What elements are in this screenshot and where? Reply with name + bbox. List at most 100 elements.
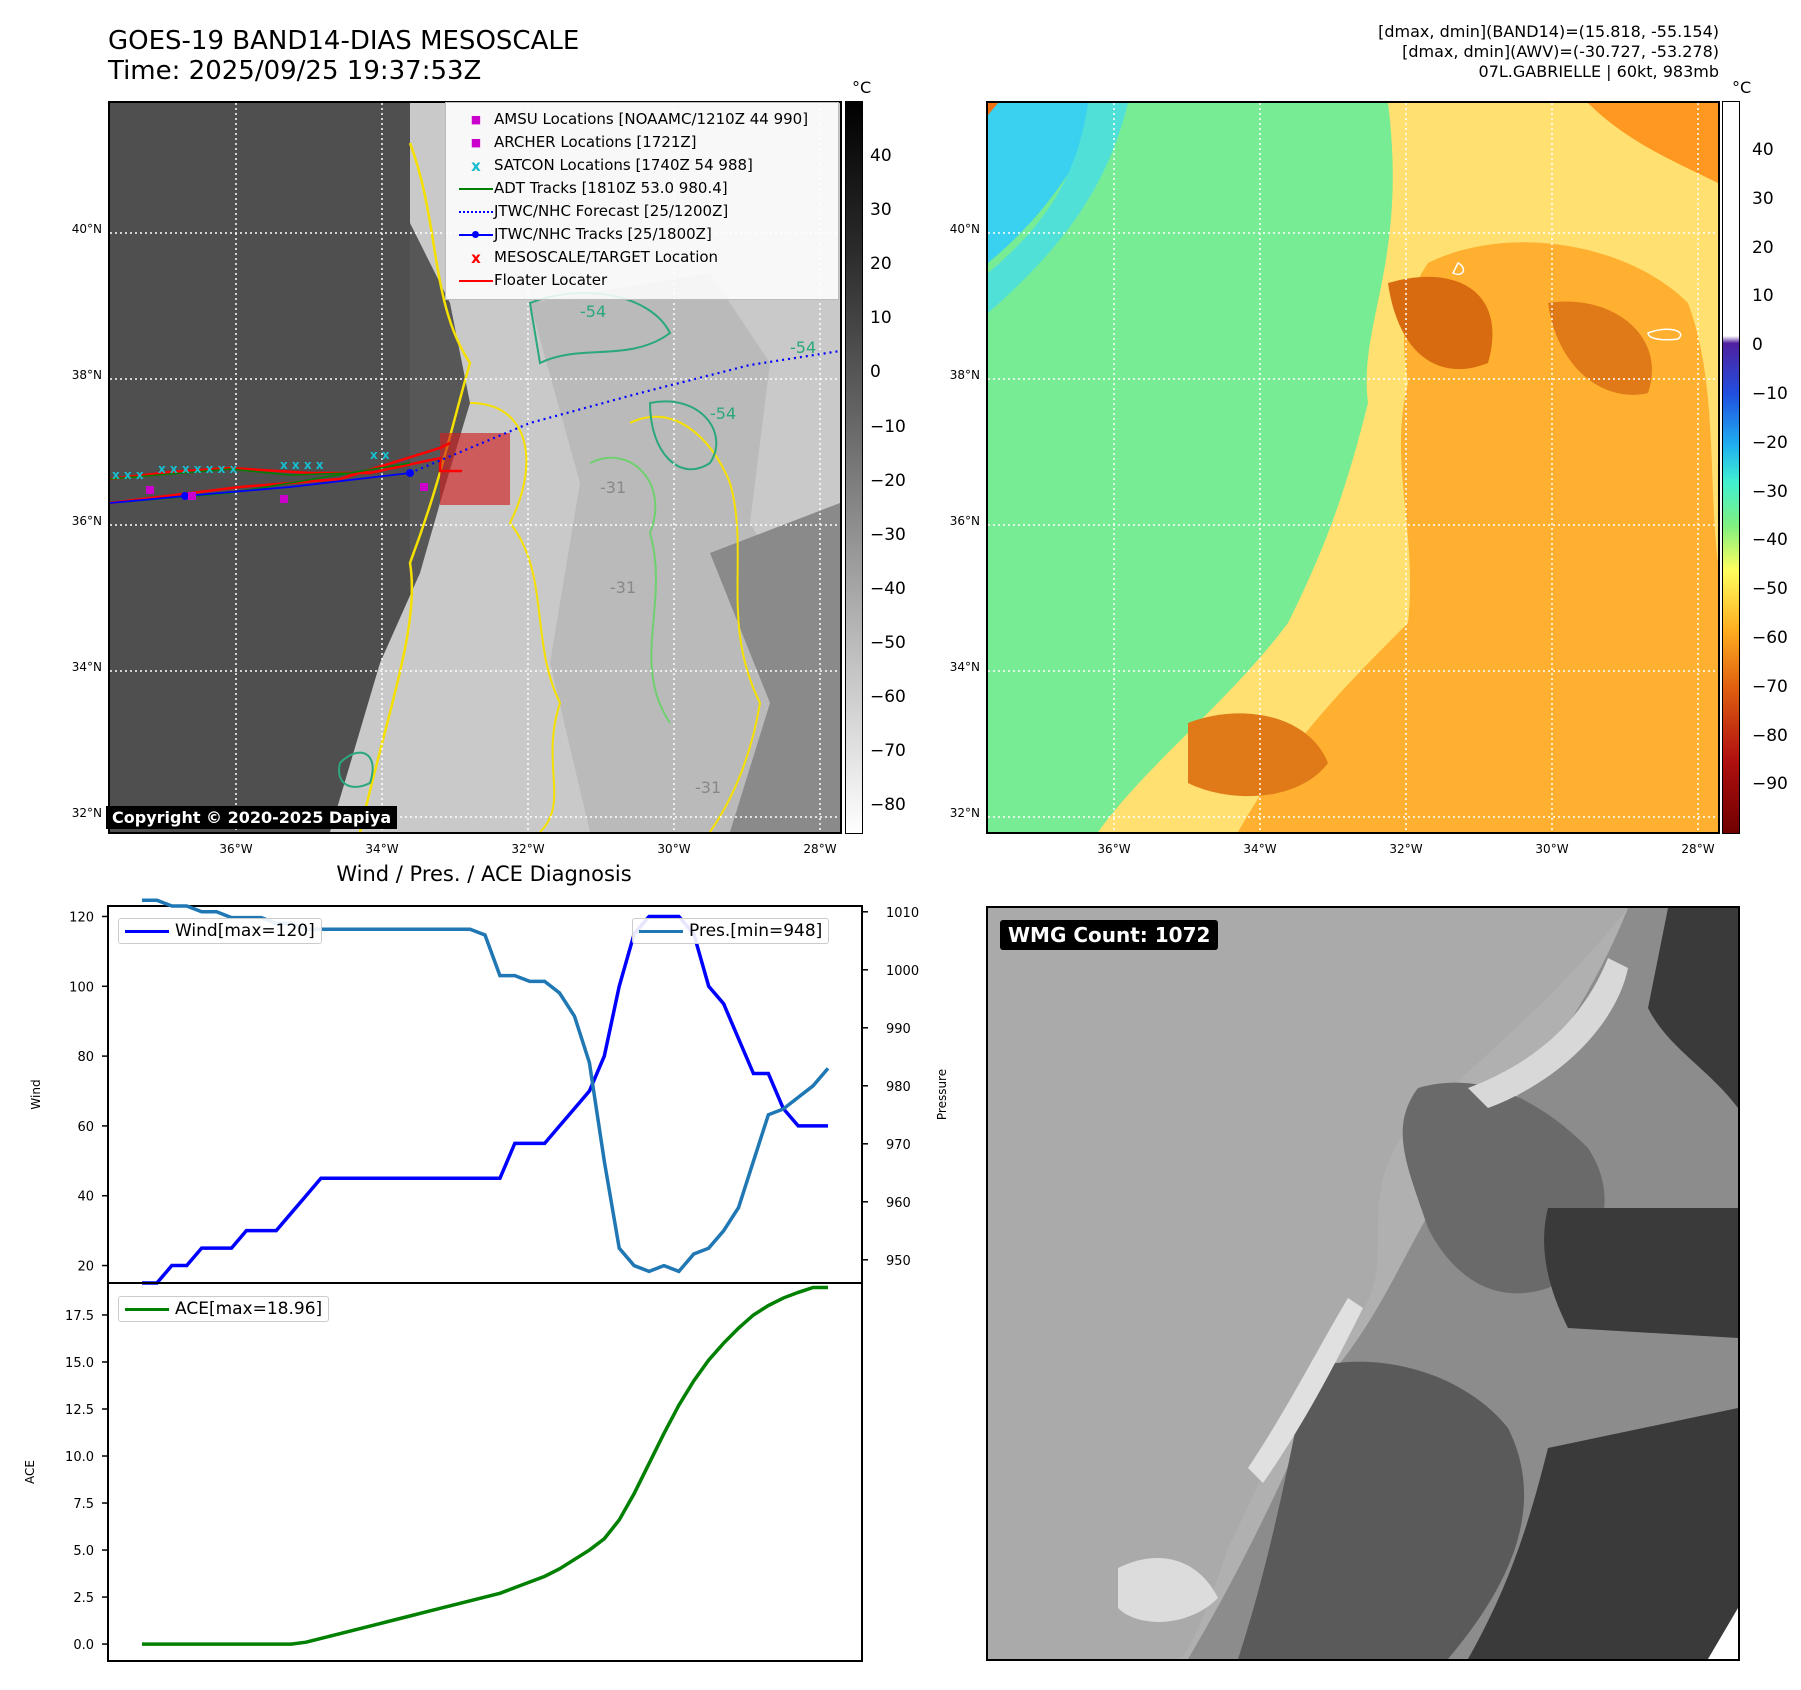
wmg-region-dark-s [1238, 1361, 1525, 1659]
pressure-ytick-label: 1010 [886, 906, 919, 921]
colorbar_gray-tick: −10 [870, 416, 906, 437]
map-legend: ■ AMSU Locations [NOAAMC/1210Z 44 990] ■ AR… [445, 102, 839, 300]
wind-ytick-label: 80 [77, 1050, 94, 1065]
wmg-panel [986, 906, 1740, 1661]
wind-legend: Wind[max=120] [118, 918, 322, 944]
pressure-ytick-label: 980 [886, 1080, 911, 1095]
wmg-region-dark-se [1468, 1408, 1738, 1659]
wmg-bright-spot [1118, 1558, 1218, 1622]
legend-label: JTWC/NHC Tracks [25/1800Z] [494, 225, 712, 243]
lon-label: 34°W [1243, 842, 1277, 856]
ace-ytick-label: 10.0 [65, 1450, 94, 1465]
ace-legend: ACE[max=18.96] [118, 1296, 330, 1322]
wind-ytick-label: 100 [69, 980, 94, 995]
pressure-ytick-label: 1000 [886, 964, 919, 979]
wind-legend-label: Wind[max=120] [175, 921, 315, 941]
legend-symbol: ■ [470, 135, 482, 149]
ace-ytick-label: 15.0 [65, 1356, 94, 1371]
lon-label: 32°W [511, 842, 545, 856]
legend-label: MESOSCALE/TARGET Location [494, 248, 719, 266]
lat-label: 34°N [71, 660, 102, 674]
color-map-contours [1451, 261, 1682, 341]
legend-symbol [458, 225, 494, 245]
gray-colorbar [845, 101, 863, 834]
lat-label: 40°N [949, 222, 980, 236]
wind-pressure-axes [107, 905, 863, 1284]
legend-label: Floater Locater [494, 271, 608, 289]
legend-row: x MESOSCALE/TARGET Location [458, 247, 718, 267]
lat-label: 32°N [71, 806, 102, 820]
ace-ytick-label: 5.0 [73, 1544, 94, 1559]
wmg-count-badge: WMG Count: 1072 [1000, 920, 1219, 950]
colorbar_color-tick: 10 [1752, 286, 1774, 307]
storm-info: [dmax, dmin](BAND14)=(15.818, -55.154) [… [1378, 22, 1719, 82]
colorbar_gray-tick: −40 [870, 578, 906, 599]
legend-label: SATCON Locations [1740Z 54 988] [494, 156, 753, 174]
ace-ytick-label: 12.5 [65, 1403, 94, 1418]
legend-label: JTWC/NHC Forecast [25/1200Z] [494, 202, 729, 220]
colorbar_gray-tick: 0 [870, 362, 881, 383]
color-cold-tops [1238, 242, 1718, 832]
wmg-bright-band-1 [1468, 958, 1628, 1108]
color-map-gridlines [988, 103, 1718, 832]
colorbar_color-tick: 0 [1752, 335, 1763, 356]
legend-symbol [458, 179, 494, 199]
title-line-1: GOES-19 BAND14-DIAS MESOSCALE [108, 26, 580, 56]
pressure-legend-label: Pres.[min=948] [689, 921, 823, 941]
colorbar_color-tick: 40 [1752, 140, 1774, 160]
colorbar_gray-tick: −30 [870, 524, 906, 545]
title-line-2: Time: 2025/09/25 19:37:53Z [108, 56, 482, 86]
legend-symbol: x [471, 248, 481, 267]
lat-label: 38°N [949, 368, 980, 382]
lat-label: 38°N [71, 368, 102, 382]
info-line-2: [dmax, dmin](AWV)=(-30.727, -53.278) [1402, 42, 1719, 61]
ace-ytick-label: 2.5 [73, 1591, 94, 1606]
colorbar_color-tick: −50 [1752, 579, 1788, 600]
lat-label: 36°N [71, 514, 102, 528]
svg-text:x x x x x x x: x x x x x x x [158, 462, 238, 476]
svg-text:x x x x: x x x x [280, 458, 324, 472]
legend-row: Floater Locater [458, 270, 607, 290]
color-ne [1588, 103, 1718, 183]
info-line-1: [dmax, dmin](BAND14)=(15.818, -55.154) [1378, 22, 1719, 41]
color-colorbar-unit: °C [1732, 78, 1752, 97]
ir-color-map [986, 101, 1720, 834]
colorbar_gray-tick: −50 [870, 632, 906, 653]
gray-colorbar-unit: °C [852, 78, 872, 97]
jtwc-track-point-1 [181, 492, 189, 500]
contour-teal-south [338, 751, 374, 788]
color-colorbar [1722, 101, 1740, 834]
lon-label: 36°W [1097, 842, 1131, 856]
pressure-ytick-label: 950 [886, 1254, 911, 1269]
legend-row: ■ ARCHER Locations [1721Z] [458, 132, 697, 152]
color-core-3 [1188, 713, 1328, 797]
contour-yellow-mid [469, 402, 562, 832]
colorbar_color-tick: −70 [1752, 676, 1788, 697]
colorbar_color-tick: 30 [1752, 188, 1774, 209]
copyright-badge: Copyright © 2020-2025 Dapiya [106, 806, 398, 829]
ace-ytick-label: 17.5 [65, 1309, 94, 1324]
contour-label-6: -31 [695, 778, 721, 797]
wmg-region-dark-e [1544, 1208, 1738, 1338]
colorbar_color-tick: −10 [1752, 384, 1788, 404]
legend-label: ADT Tracks [1810Z 53.0 980.4] [494, 179, 728, 197]
colorbar_gray-tick: 40 [870, 146, 892, 166]
legend-label: ARCHER Locations [1721Z] [494, 133, 697, 151]
lon-label: 28°W [1681, 842, 1715, 856]
colorbar_color-tick: 20 [1752, 237, 1774, 258]
color-cold-sea [988, 103, 1108, 263]
ace-ytick-label: 7.5 [73, 1497, 94, 1512]
colorbar_color-tick: −60 [1752, 628, 1788, 648]
ir-cloud-gap [710, 503, 840, 832]
lon-label: 30°W [657, 842, 691, 856]
legend-row: JTWC/NHC Tracks [25/1800Z] [458, 224, 712, 244]
contour-label-4: -31 [600, 478, 626, 497]
pressure-legend-line [639, 929, 683, 933]
contour-label-5: -31 [610, 578, 636, 597]
wmg-region-dark-ne [1648, 908, 1738, 1108]
color-core-1 [1388, 276, 1493, 370]
color-corner [988, 103, 998, 115]
jtwc-nhc-track [110, 472, 411, 504]
wind-axis-label: Wind [29, 1079, 43, 1109]
colorbar_color-tick: −30 [1752, 481, 1788, 502]
